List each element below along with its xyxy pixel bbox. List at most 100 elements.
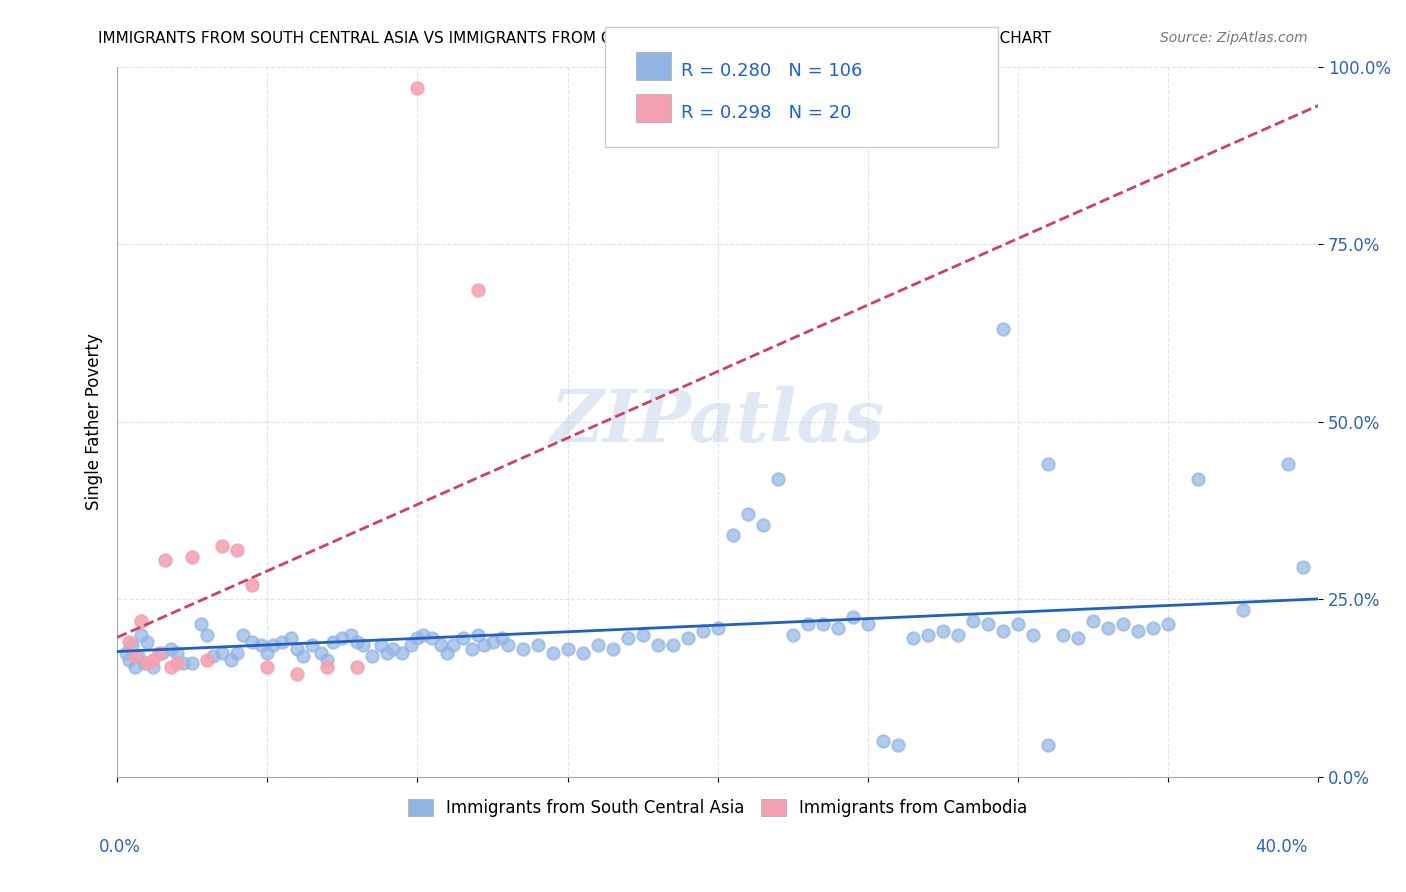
Point (962, 614, 984, 628)
Text: IMMIGRANTS FROM SOUTH CENTRAL ASIA VS IMMIGRANTS FROM CAMBODIA SINGLE FATHER POV: IMMIGRANTS FROM SOUTH CENTRAL ASIA VS IM… (98, 31, 1052, 46)
Point (451, 632, 474, 646)
Point (124, 660, 146, 674)
Point (842, 610, 865, 624)
Point (129, 614, 152, 628)
Point (977, 617, 1000, 632)
Text: R = 0.280   N = 106: R = 0.280 N = 106 (681, 62, 862, 80)
Point (142, 653, 165, 667)
Point (256, 646, 278, 660)
Point (271, 635, 294, 649)
Point (706, 621, 728, 635)
Point (412, 628, 434, 642)
Point (262, 639, 284, 653)
Point (512, 642, 534, 657)
Point (676, 632, 699, 646)
Point (352, 639, 374, 653)
Point (160, 642, 183, 657)
Text: R = 0.298   N = 20: R = 0.298 N = 20 (681, 104, 851, 122)
Point (887, 738, 910, 752)
Point (155, 553, 177, 567)
Point (443, 639, 465, 653)
Point (148, 646, 170, 660)
Point (901, 632, 924, 646)
Point (134, 657, 156, 671)
Point (472, 639, 495, 653)
Text: 0.0%: 0.0% (98, 838, 141, 855)
Point (991, 624, 1014, 639)
Point (436, 646, 458, 660)
Point (121, 639, 143, 653)
Point (1097, 621, 1119, 635)
Legend: Immigrants from South Central Asia, Immigrants from Cambodia: Immigrants from South Central Asia, Immi… (399, 790, 1036, 825)
Point (127, 649, 149, 664)
Point (1187, 471, 1209, 485)
Point (322, 635, 344, 649)
Point (1052, 628, 1074, 642)
Point (382, 642, 405, 657)
Point (211, 646, 233, 660)
Point (160, 660, 183, 674)
Point (616, 632, 638, 646)
Point (467, 628, 489, 642)
Point (872, 734, 894, 748)
Point (496, 639, 519, 653)
Point (1007, 617, 1029, 632)
Point (422, 632, 444, 646)
Point (1157, 617, 1180, 632)
Point (346, 660, 368, 674)
Point (571, 646, 593, 660)
Point (181, 549, 204, 564)
Point (166, 657, 188, 671)
Point (346, 635, 368, 649)
Text: ZIPatlas: ZIPatlas (551, 386, 884, 458)
Point (142, 660, 165, 674)
Point (1292, 560, 1315, 574)
Point (211, 539, 233, 553)
Point (661, 639, 683, 653)
Point (856, 617, 879, 632)
Point (391, 646, 413, 660)
Point (1067, 632, 1090, 646)
Point (181, 657, 204, 671)
Point (118, 653, 141, 667)
Point (340, 628, 363, 642)
Point (631, 628, 654, 642)
Point (115, 646, 138, 660)
Point (827, 621, 849, 635)
Point (256, 660, 278, 674)
Point (481, 635, 503, 649)
Point (1022, 628, 1045, 642)
Point (721, 528, 744, 542)
Point (129, 628, 152, 642)
Point (541, 646, 564, 660)
Point (460, 642, 482, 657)
Point (190, 617, 212, 632)
Point (1036, 458, 1059, 472)
Point (1277, 458, 1299, 472)
Point (202, 649, 225, 664)
Point (285, 642, 308, 657)
Point (917, 628, 939, 642)
Point (491, 632, 513, 646)
Text: Source: ZipAtlas.com: Source: ZipAtlas.com (1160, 31, 1308, 45)
Point (557, 642, 579, 657)
Point (946, 628, 969, 642)
Point (311, 646, 333, 660)
Point (285, 666, 308, 681)
Point (1232, 603, 1254, 617)
Y-axis label: Single Father Poverty: Single Father Poverty (86, 334, 103, 510)
Point (406, 632, 429, 646)
Point (226, 646, 249, 660)
Point (136, 657, 159, 671)
Point (118, 635, 141, 649)
Point (811, 617, 834, 632)
Point (797, 617, 820, 632)
Point (526, 639, 548, 653)
Point (316, 653, 339, 667)
Point (406, 81, 429, 95)
Point (361, 649, 384, 664)
Point (401, 639, 423, 653)
Point (377, 646, 399, 660)
Point (195, 628, 218, 642)
Point (232, 628, 254, 642)
